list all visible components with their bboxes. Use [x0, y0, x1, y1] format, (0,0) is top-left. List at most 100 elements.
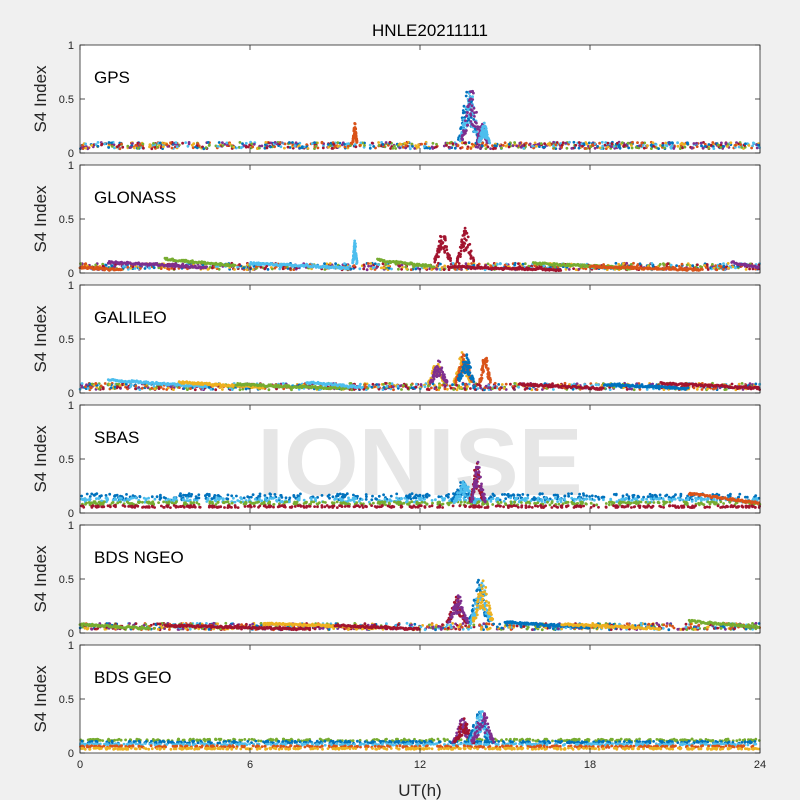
- plot-area: [80, 165, 760, 273]
- data-point: [415, 382, 418, 386]
- data-point: [546, 142, 550, 146]
- data-point: [294, 141, 298, 145]
- data-point: [744, 142, 747, 146]
- data-point: [638, 144, 641, 148]
- data-point: [228, 142, 232, 146]
- event-point: [464, 230, 467, 233]
- data-point: [196, 142, 200, 146]
- data-point: [287, 141, 291, 144]
- data-point: [630, 144, 633, 147]
- data-point: [338, 141, 342, 145]
- data-point: [437, 386, 441, 390]
- data-point: [283, 266, 287, 270]
- data-point: [451, 383, 454, 387]
- data-point: [320, 141, 324, 145]
- event-point: [473, 111, 476, 115]
- data-point: [217, 141, 221, 144]
- data-point: [121, 145, 125, 149]
- data-point: [352, 264, 356, 267]
- data-point: [157, 143, 161, 147]
- event-point: [473, 115, 476, 118]
- event-point: [354, 257, 358, 260]
- data-point: [186, 144, 190, 148]
- data-point: [283, 146, 286, 150]
- data-point: [739, 143, 742, 147]
- data-point: [221, 141, 224, 145]
- data-point: [665, 144, 669, 148]
- data-point: [621, 141, 624, 145]
- data-point: [172, 388, 175, 391]
- data-point: [690, 146, 694, 150]
- event-point: [463, 111, 467, 114]
- data-point: [703, 142, 707, 146]
- data-point: [582, 142, 586, 146]
- data-point: [503, 141, 507, 145]
- data-point: [374, 146, 377, 150]
- data-point: [452, 388, 456, 391]
- event-point: [471, 256, 475, 260]
- data-point: [754, 382, 758, 386]
- event-point: [437, 368, 440, 372]
- event-point: [475, 121, 478, 125]
- data-point: [417, 145, 420, 149]
- data-point: [442, 144, 446, 148]
- data-point: [107, 141, 111, 144]
- figure-title: HNLE20211111: [372, 21, 488, 40]
- data-point: [153, 387, 157, 391]
- event-point: [464, 247, 468, 250]
- data-point: [480, 144, 484, 148]
- event-point: [438, 360, 442, 364]
- data-point: [390, 267, 393, 271]
- data-point: [96, 141, 100, 144]
- data-point: [643, 141, 647, 145]
- data-point: [101, 386, 105, 389]
- data-point: [417, 143, 420, 147]
- data-point: [464, 141, 467, 145]
- data-point: [564, 141, 568, 145]
- data-point: [733, 146, 737, 149]
- data-point: [484, 147, 488, 151]
- data-point: [327, 145, 330, 149]
- data-point: [129, 145, 133, 149]
- data-point: [214, 388, 218, 392]
- data-point: [654, 143, 658, 146]
- data-point: [392, 388, 395, 392]
- y-axis-label: S4 Index: [31, 65, 50, 133]
- event-point: [446, 253, 450, 257]
- data-point: [165, 143, 169, 147]
- data-point: [343, 262, 346, 266]
- event-point: [462, 369, 466, 372]
- data-point: [610, 145, 613, 149]
- data-point: [251, 145, 255, 149]
- data-point: [133, 267, 137, 270]
- data-point: [676, 144, 680, 148]
- data-point: [727, 266, 730, 270]
- data-point: [238, 141, 242, 144]
- data-point: [574, 268, 578, 271]
- arc-point: [701, 268, 704, 271]
- data-point: [692, 142, 696, 145]
- data-point: [250, 142, 254, 146]
- event-point: [458, 253, 461, 257]
- data-point: [678, 147, 682, 151]
- data-point: [517, 262, 520, 265]
- event-point: [459, 249, 463, 253]
- data-point: [310, 142, 314, 146]
- data-point: [325, 262, 329, 266]
- event-point: [466, 111, 469, 114]
- data-point: [347, 142, 350, 146]
- event-point: [470, 109, 474, 113]
- data-point: [542, 264, 546, 268]
- data-point: [313, 141, 316, 145]
- data-point: [373, 385, 377, 389]
- data-point: [577, 267, 581, 271]
- data-point: [626, 141, 630, 145]
- data-point: [139, 267, 142, 270]
- data-point: [238, 263, 241, 266]
- data-point: [401, 145, 405, 149]
- data-point: [306, 147, 310, 150]
- data-point: [141, 142, 145, 146]
- data-point: [623, 144, 626, 147]
- event-point: [354, 130, 358, 134]
